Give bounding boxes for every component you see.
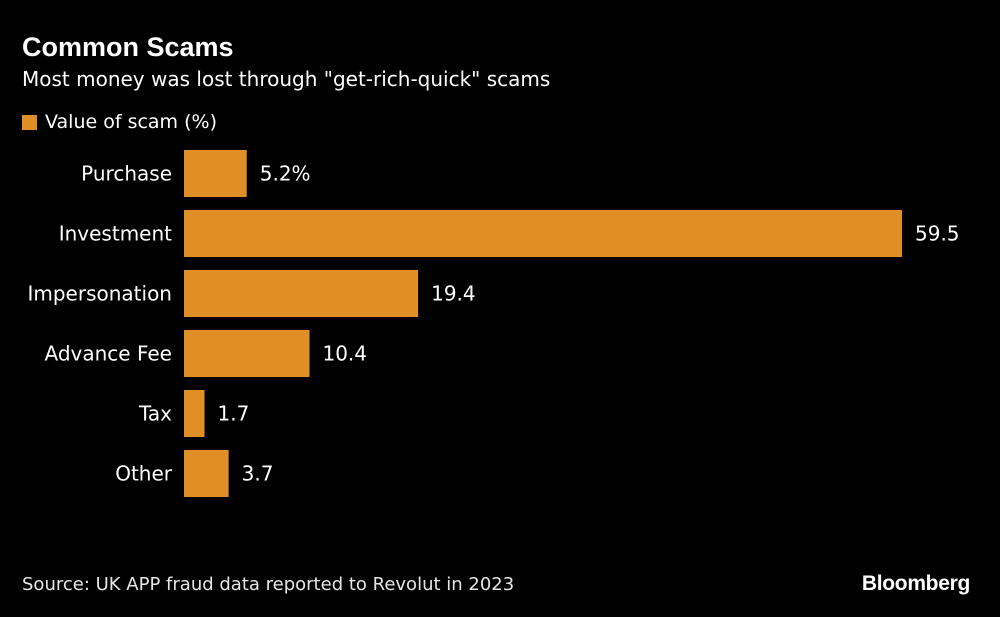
bar-purchase <box>184 150 247 197</box>
legend-label: Value of scam (%) <box>45 111 217 133</box>
category-label-impersonation: Impersonation <box>27 282 172 306</box>
source-note: Source: UK APP fraud data reported to Re… <box>22 574 515 595</box>
bar-impersonation <box>184 270 419 317</box>
value-label-purchase: 5.2% <box>260 162 311 186</box>
value-label-other: 3.7 <box>242 462 274 486</box>
chart-title: Common Scams <box>22 32 234 62</box>
bar-investment <box>184 210 902 257</box>
bar-advance-fee <box>184 330 310 377</box>
bloomberg-logo: Bloomberg <box>861 572 970 595</box>
value-label-advance-fee: 10.4 <box>322 342 367 366</box>
value-label-tax: 1.7 <box>218 402 250 426</box>
bar-tax <box>184 390 205 437</box>
chart-subtitle: Most money was lost through "get-rich-qu… <box>22 67 551 91</box>
category-label-other: Other <box>115 462 173 486</box>
value-label-investment: 59.5 <box>915 222 960 246</box>
category-label-tax: Tax <box>138 402 172 426</box>
category-label-advance-fee: Advance Fee <box>45 342 172 366</box>
value-label-impersonation: 19.4 <box>431 282 476 306</box>
category-label-investment: Investment <box>59 222 172 246</box>
bar-other <box>184 450 229 497</box>
legend: Value of scam (%) <box>22 108 217 136</box>
legend-swatch <box>22 114 37 130</box>
category-label-purchase: Purchase <box>81 162 172 186</box>
bar-chart: Purchase 5.2% Investment 59.5 Impersonation 1… <box>27 150 960 497</box>
